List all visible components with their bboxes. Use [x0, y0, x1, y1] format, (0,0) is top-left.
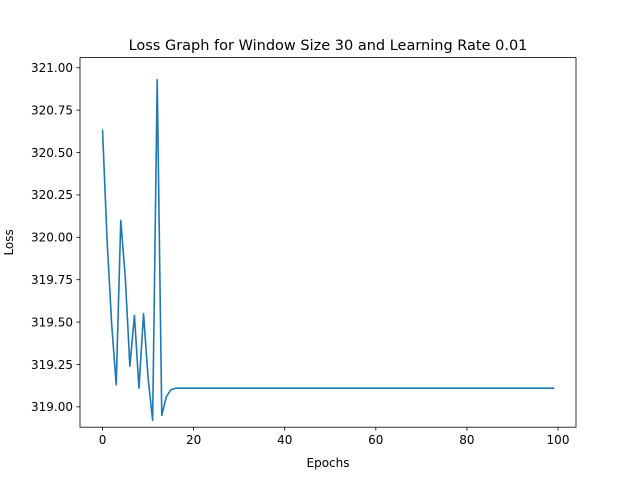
y-tick-label: 320.50: [31, 146, 73, 160]
y-axis: 319.00 319.25 319.50 319.75 320.00 320.25 320.…: [31, 61, 80, 414]
x-axis: 0 20 40 60 80 100: [99, 427, 570, 447]
y-tick-label: 320.00: [31, 231, 73, 245]
y-tick-label: 320.75: [31, 103, 73, 117]
x-axis-label: Epochs: [307, 456, 350, 470]
loss-series-line: [101, 78, 555, 422]
y-tick-label: 320.25: [31, 188, 73, 202]
x-tick-label: 40: [277, 433, 292, 447]
x-tick-label: 20: [186, 433, 201, 447]
y-tick-label: 319.00: [31, 400, 73, 414]
x-tick-label: 100: [547, 433, 570, 447]
y-tick-label: 321.00: [31, 61, 73, 75]
x-tick-label: 0: [99, 433, 107, 447]
x-tick-label: 80: [459, 433, 474, 447]
y-tick-label: 319.25: [31, 358, 73, 372]
x-tick-label: 60: [368, 433, 383, 447]
axes-frame: [79, 57, 577, 428]
y-tick-label: 319.75: [31, 273, 73, 287]
chart-title: Loss Graph for Window Size 30 and Learni…: [129, 38, 528, 54]
y-axis-label: Loss: [2, 229, 16, 255]
y-tick-label: 319.50: [31, 315, 73, 329]
plot-area: [79, 57, 577, 428]
